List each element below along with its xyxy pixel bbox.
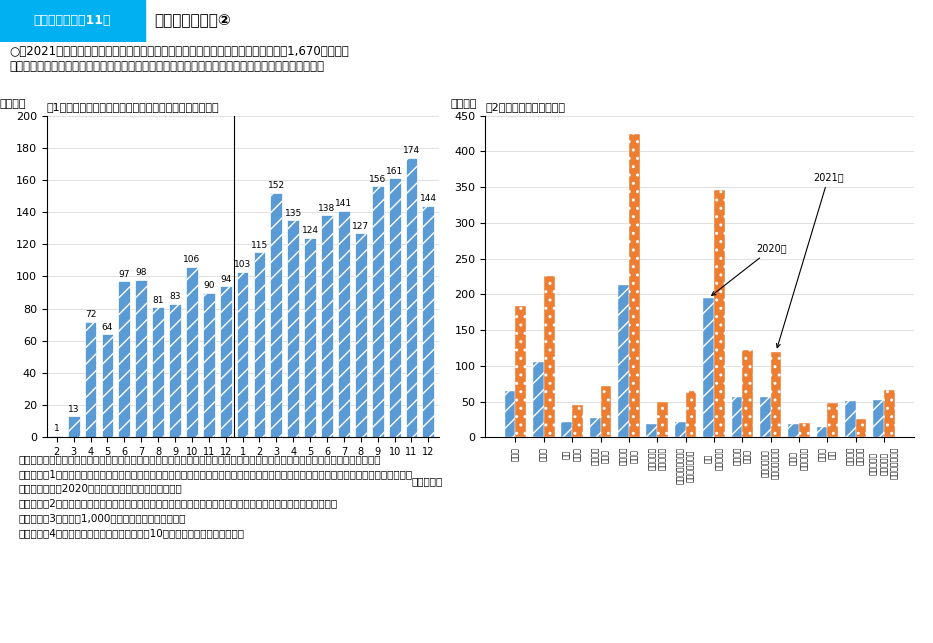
- Bar: [759, 397, 771, 437]
- Bar: [271, 193, 283, 437]
- Text: 135: 135: [285, 209, 302, 218]
- Bar: [254, 253, 265, 437]
- Bar: [771, 352, 782, 437]
- Bar: [220, 286, 231, 437]
- Bar: [389, 178, 400, 437]
- Text: （2）主要産業別倒産件数: （2）主要産業別倒産件数: [485, 102, 565, 112]
- Text: 企業倒産の状況②: 企業倒産の状況②: [154, 14, 230, 28]
- Text: 83: 83: [169, 293, 181, 302]
- Bar: [629, 134, 640, 437]
- Text: 127: 127: [353, 222, 369, 231]
- Bar: [675, 422, 686, 437]
- Bar: [202, 293, 215, 437]
- Bar: [169, 304, 181, 437]
- Bar: [51, 436, 63, 437]
- Bar: [423, 206, 434, 437]
- Text: （件数）: （件数）: [451, 99, 478, 109]
- Text: 124: 124: [301, 226, 319, 235]
- Bar: [856, 419, 867, 437]
- Bar: [85, 322, 96, 437]
- Bar: [118, 282, 131, 437]
- Bar: [799, 423, 810, 437]
- Bar: [355, 233, 367, 437]
- Text: 98: 98: [135, 268, 147, 277]
- Bar: [572, 405, 583, 437]
- Bar: [371, 186, 383, 437]
- Bar: [873, 400, 884, 437]
- Bar: [703, 298, 714, 437]
- Bar: [515, 307, 526, 437]
- Bar: [68, 417, 79, 437]
- Bar: [590, 418, 601, 437]
- Bar: [788, 424, 799, 437]
- Text: 1: 1: [54, 424, 60, 433]
- Bar: [884, 390, 895, 437]
- Text: 13: 13: [68, 405, 79, 414]
- Text: 90: 90: [203, 281, 215, 290]
- Text: 144: 144: [420, 194, 437, 203]
- Bar: [714, 190, 725, 437]
- Text: 2021年: 2021年: [776, 172, 843, 348]
- Text: ○　2021年のいわゆる「「新型コナウイルス」関連破たん」のうちの倒産件数は、1,670件であっ
　た。主要産業別でみると、「卸売業，小売業」「宿泊業，飲食サー: ○ 2021年のいわゆる「「新型コナウイルス」関連破たん」のうちの倒産件数は、1…: [9, 45, 349, 73]
- Bar: [601, 386, 611, 437]
- Text: 103: 103: [234, 260, 251, 269]
- Text: 97: 97: [118, 270, 130, 279]
- Text: 94: 94: [220, 275, 231, 284]
- Bar: [657, 401, 668, 437]
- Bar: [618, 285, 629, 437]
- Text: （件数）: （件数）: [0, 99, 26, 109]
- Bar: [338, 211, 350, 437]
- Text: （1）『新型コロナウイルス』関連破たんのうち倒産件数: （1）『新型コロナウイルス』関連破たんのうち倒産件数: [47, 102, 219, 112]
- Bar: [0, 0, 145, 42]
- Text: 72: 72: [85, 310, 96, 319]
- Bar: [135, 280, 147, 437]
- Bar: [152, 307, 164, 437]
- Bar: [743, 350, 753, 437]
- Bar: [686, 391, 696, 437]
- Text: 141: 141: [335, 199, 353, 208]
- Text: 2020年: 2020年: [712, 244, 787, 295]
- Bar: [505, 391, 515, 437]
- Bar: [731, 397, 743, 437]
- Text: 156: 156: [369, 175, 386, 184]
- Text: 174: 174: [403, 146, 420, 155]
- Text: 138: 138: [318, 204, 336, 213]
- Bar: [102, 334, 114, 437]
- Text: 106: 106: [183, 255, 201, 264]
- Bar: [533, 361, 544, 437]
- Bar: [816, 426, 828, 437]
- Bar: [287, 220, 299, 437]
- Text: 81: 81: [152, 296, 164, 305]
- Text: 資料出所　（株）東京商工リサーチ「「新型コロナウイルス」関連破たん」をもとに厚生労働省政策統括官付政策統括室にて作成
　（注）　1）「「新型コロナウイルス」関連: 資料出所 （株）東京商工リサーチ「「新型コロナウイルス」関連破たん」をもとに厚生…: [19, 454, 412, 538]
- Bar: [562, 422, 572, 437]
- Bar: [406, 158, 417, 437]
- Text: 第１－（１）－11図: 第１－（１）－11図: [33, 14, 111, 28]
- Bar: [845, 401, 856, 437]
- Text: 115: 115: [251, 241, 268, 250]
- Bar: [647, 424, 657, 437]
- Bar: [237, 271, 248, 437]
- Text: 152: 152: [268, 181, 285, 190]
- Text: 161: 161: [386, 167, 403, 176]
- Bar: [321, 215, 333, 437]
- Bar: [186, 267, 198, 437]
- Bar: [828, 403, 838, 437]
- Text: 64: 64: [102, 323, 113, 332]
- Bar: [544, 276, 554, 437]
- Text: （年，月）: （年，月）: [411, 476, 442, 486]
- Bar: [304, 238, 316, 437]
